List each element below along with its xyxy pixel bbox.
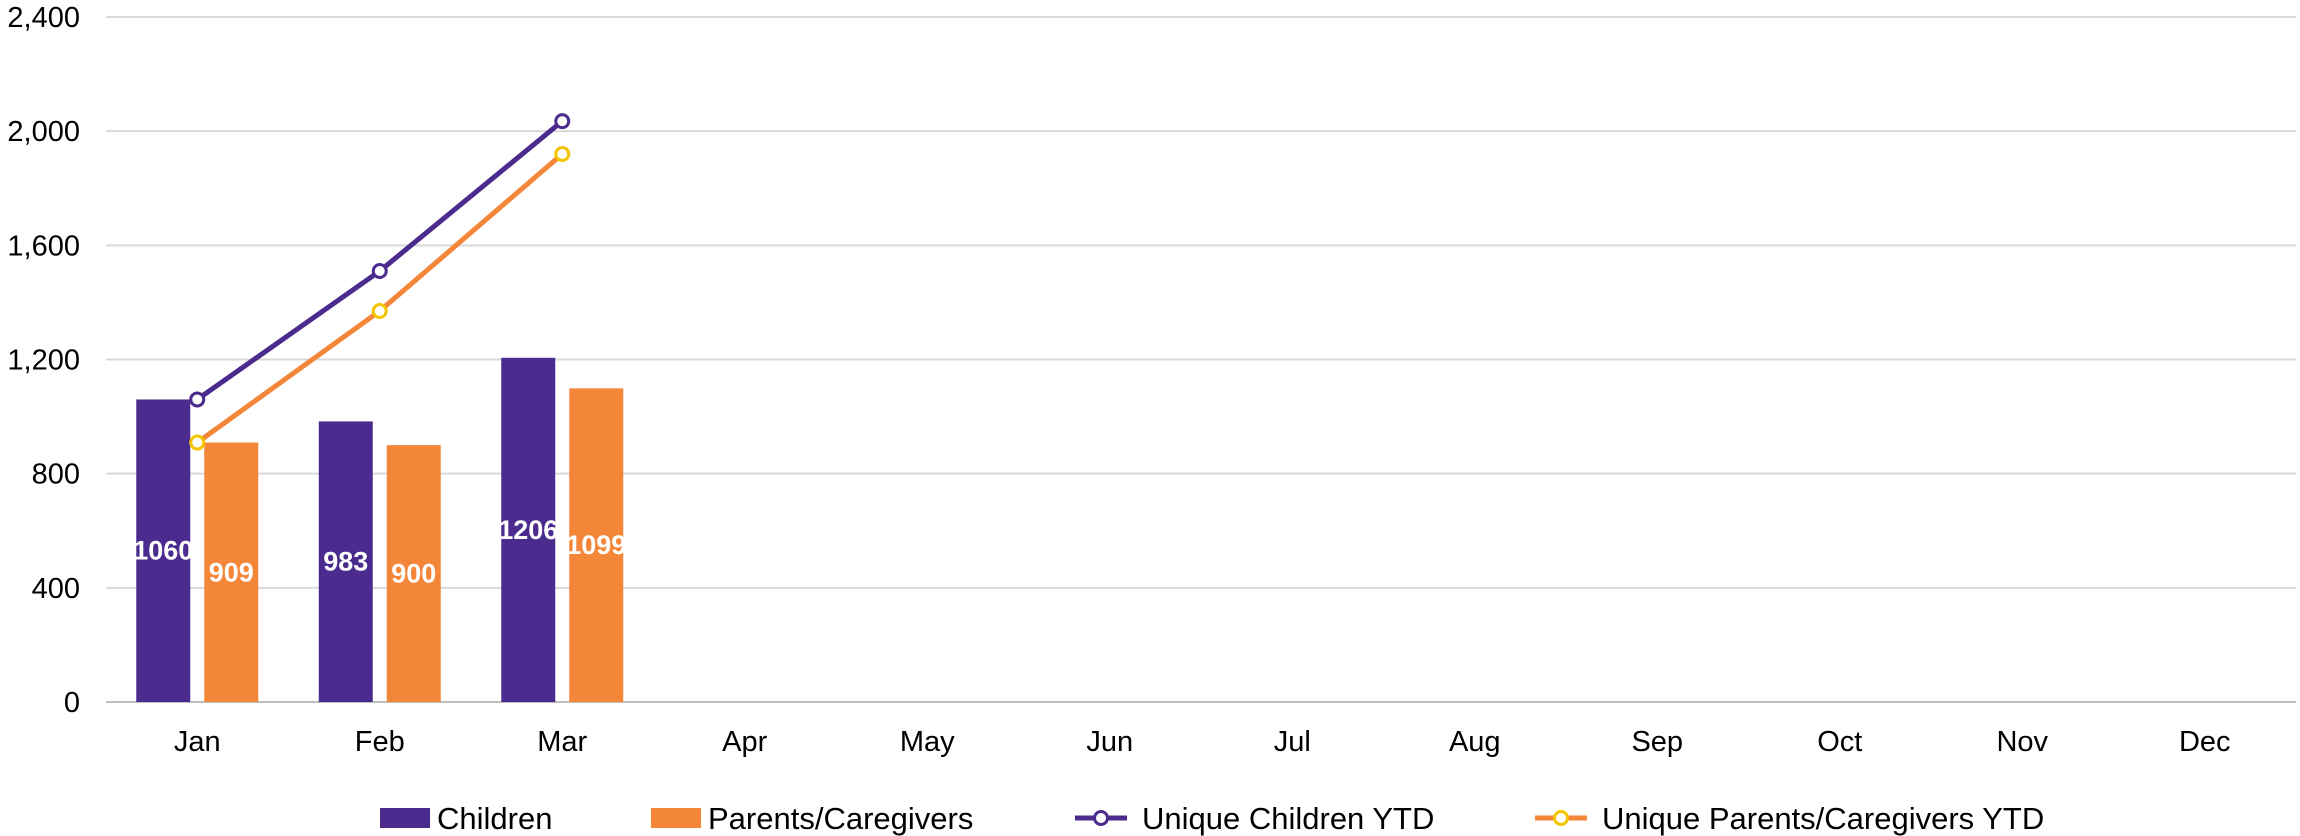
line-marker [371,263,388,280]
legend-label: Unique Parents/Caregivers YTD [1602,801,2044,836]
bar-data-label: 983 [323,547,368,577]
x-tick-label: May [900,726,955,758]
x-tick-label: Dec [2179,726,2231,758]
x-tick-label: Feb [355,726,405,758]
bar [569,388,624,702]
bar [501,357,556,702]
legend-label: Children [437,801,552,836]
x-tick-label: Nov [1996,726,2048,758]
bar [204,442,259,702]
y-tick-label: 1,200 [7,345,80,377]
x-tick-label: Jul [1274,726,1311,758]
x-tick-label: Jan [174,726,221,758]
x-axis: Jan Feb Mar Apr May Jun Jul Aug Sep Oct Nov Dec [174,726,2231,758]
y-tick-label: 1,600 [7,230,80,262]
series-line [195,119,564,402]
gridlines [106,16,2296,703]
y-axis: 0 400 800 1,200 1,600 2,000 2,400 [7,2,80,719]
bar-data-label: 900 [391,559,436,589]
x-tick-label: Aug [1449,726,1501,758]
legend-swatch [380,808,430,828]
bar [136,399,191,702]
y-tick-label: 800 [32,459,80,491]
x-tick-label: Jun [1086,726,1133,758]
x-tick-label: Apr [722,726,767,758]
line-marker [189,434,206,451]
bar-data-labels: 1060 983 1206 909 900 1099 [133,515,626,589]
line-marker [554,113,571,130]
y-tick-label: 2,000 [7,116,80,148]
bar-data-label: 1060 [133,536,193,566]
x-tick-label: Sep [1631,726,1683,758]
bar-data-label: 1206 [498,515,558,545]
y-tick-label: 400 [32,573,80,605]
x-tick-label: Oct [1817,726,1862,758]
bar [318,421,373,702]
x-tick-label: Mar [537,726,587,758]
bar-data-label: 1099 [566,530,626,560]
bar [386,445,441,702]
legend-swatch [651,808,701,828]
bar-series [136,357,624,702]
legend: Children Parents/Caregivers Unique Childre… [380,801,2044,836]
legend-label: Parents/Caregivers [708,801,973,836]
y-tick-label: 0 [64,687,80,719]
legend-label: Unique Children YTD [1142,801,1434,836]
y-tick-label: 2,400 [7,2,80,34]
line-marker [189,391,206,408]
legend-marker [1093,810,1109,826]
bar-data-label: 909 [209,557,254,587]
legend-marker [1553,810,1569,826]
line-series [189,113,571,451]
line-marker [554,146,571,162]
line-marker [371,302,388,319]
